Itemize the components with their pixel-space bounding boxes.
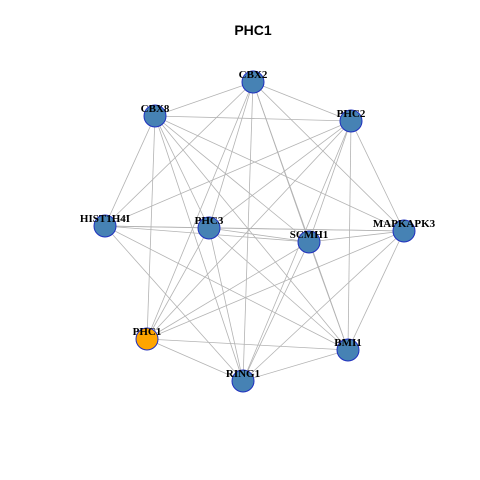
edge-hist1h4i-bmi1 <box>104 225 349 351</box>
node-label-cbx2: CBX2 <box>239 69 268 81</box>
edge-phc1-bmi1 <box>146 338 349 351</box>
node-circle-cbx2 <box>241 70 265 94</box>
edge-cbx2-hist1h4i <box>104 81 254 227</box>
edge-cbx2-phc1 <box>146 81 254 340</box>
edge-cbx8-hist1h4i <box>104 115 156 227</box>
edge-cbx2-mapkapk3 <box>252 81 405 232</box>
edge-cbx8-phc2 <box>154 115 352 122</box>
node-label-phc3: PHC3 <box>195 215 224 227</box>
edge-phc3-mapkapk3 <box>208 227 405 232</box>
edge-mapkapk3-phc1 <box>146 230 405 340</box>
node-layer: CBX2 CBX8 PHC2 HIST1H4I PHC3 SCMH1 MAPKAPK3 PHC… <box>80 69 436 393</box>
edge-cbx2-cbx8 <box>154 81 254 117</box>
node-circle-phc2 <box>339 109 363 133</box>
edge-phc3-phc1 <box>146 227 210 340</box>
node-ring1: RING1 <box>226 368 260 393</box>
edge-phc1-ring1 <box>146 338 244 382</box>
node-label-hist1h4i: HIST1H4I <box>80 213 130 225</box>
node-circle-hist1h4i <box>93 214 117 238</box>
node-cbx2: CBX2 <box>239 69 268 94</box>
edge-mapkapk3-ring1 <box>242 230 405 382</box>
node-label-cbx8: CBX8 <box>141 103 170 115</box>
edge-mapkapk3-bmi1 <box>347 230 405 351</box>
edge-cbx8-bmi1 <box>154 115 349 351</box>
edge-cbx2-phc2 <box>252 81 352 122</box>
node-phc1: PHC1 <box>133 326 162 351</box>
node-label-phc2: PHC2 <box>337 108 366 120</box>
diagram-title: PHC1 <box>234 22 272 38</box>
node-circle-mapkapk3 <box>392 219 416 243</box>
edge-phc2-scmh1 <box>308 120 352 243</box>
edge-phc2-phc1 <box>146 120 352 340</box>
edge-scmh1-mapkapk3 <box>308 230 405 243</box>
edge-phc2-phc3 <box>208 120 352 229</box>
node-label-scmh1: SCMH1 <box>290 229 329 241</box>
node-bmi1: BMI1 <box>334 337 362 362</box>
node-cbx8: CBX8 <box>141 103 170 128</box>
edge-scmh1-phc1 <box>146 241 310 340</box>
edge-scmh1-ring1 <box>242 241 310 382</box>
node-hist1h4i: HIST1H4I <box>80 213 130 238</box>
node-circle-bmi1 <box>336 338 360 362</box>
edge-cbx8-mapkapk3 <box>154 115 405 232</box>
edge-cbx8-scmh1 <box>154 115 310 243</box>
edge-phc2-bmi1 <box>347 120 352 351</box>
edge-phc3-bmi1 <box>208 227 349 351</box>
node-phc2: PHC2 <box>337 108 366 133</box>
node-label-bmi1: BMI1 <box>334 337 362 349</box>
node-scmh1: SCMH1 <box>290 229 329 254</box>
edge-phc3-scmh1 <box>208 227 310 243</box>
edge-cbx2-phc3 <box>208 81 254 229</box>
edge-cbx8-phc3 <box>154 115 210 229</box>
edge-cbx8-phc1 <box>146 115 156 340</box>
node-phc3: PHC3 <box>195 215 224 240</box>
node-circle-phc1 <box>135 327 159 351</box>
edge-phc2-mapkapk3 <box>350 120 405 232</box>
node-circle-phc3 <box>197 216 221 240</box>
edge-phc2-ring1 <box>242 120 352 382</box>
node-circle-scmh1 <box>297 230 321 254</box>
node-circle-cbx8 <box>143 104 167 128</box>
node-label-phc1: PHC1 <box>133 326 162 338</box>
edge-hist1h4i-ring1 <box>104 225 244 382</box>
node-mapkapk3: MAPKAPK3 <box>373 218 436 243</box>
node-circle-ring1 <box>231 369 255 393</box>
edge-cbx8-ring1 <box>154 115 244 382</box>
edge-scmh1-bmi1 <box>308 241 349 351</box>
edge-bmi1-ring1 <box>242 349 349 382</box>
node-label-mapkapk3: MAPKAPK3 <box>373 218 436 230</box>
edge-phc3-ring1 <box>208 227 244 382</box>
node-label-ring1: RING1 <box>226 368 260 380</box>
edge-layer <box>104 81 405 382</box>
edge-phc2-hist1h4i <box>104 120 352 227</box>
